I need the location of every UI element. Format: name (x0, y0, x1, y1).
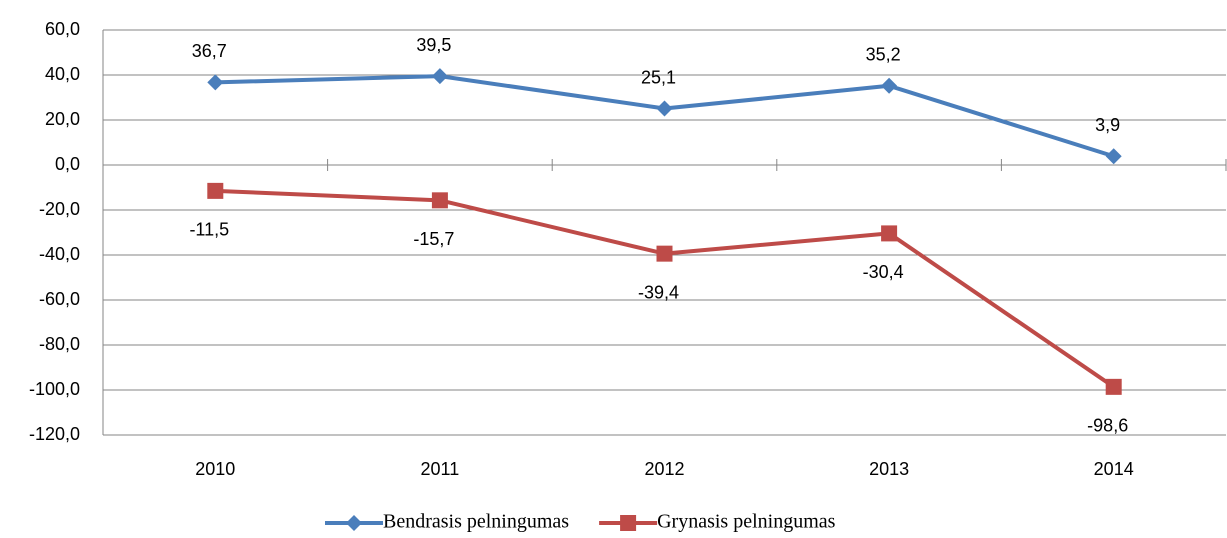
data-label: -39,4 (638, 282, 679, 302)
legend-marker (620, 515, 637, 531)
data-label: -98,6 (1087, 416, 1128, 436)
marker (1105, 378, 1122, 395)
marker (431, 192, 448, 209)
legend-label: Bendrasis pelningumas (383, 511, 569, 533)
marker (656, 100, 673, 117)
data-label: 36,7 (192, 41, 227, 61)
x-tick-label: 2011 (421, 459, 460, 479)
x-tick-label: 2010 (195, 459, 235, 479)
y-tick-label: -120,0 (29, 424, 80, 444)
marker (881, 225, 898, 242)
data-label: 35,2 (866, 45, 901, 65)
data-label: 25,1 (641, 67, 676, 87)
y-tick-label: -80,0 (39, 334, 80, 354)
data-label: -15,7 (413, 229, 454, 249)
y-tick-label: -40,0 (39, 244, 80, 264)
x-tick-label: 2013 (869, 459, 909, 479)
legend-label: Grynasis pelningumas (657, 511, 836, 533)
marker (881, 77, 898, 94)
y-tick-label: 20,0 (45, 109, 80, 129)
legend-marker (346, 515, 362, 531)
marker (207, 182, 224, 199)
data-label: 3,9 (1095, 115, 1120, 135)
y-tick-label: 0,0 (55, 154, 80, 174)
marker (431, 68, 448, 85)
marker (207, 74, 224, 91)
y-tick-label: -60,0 (39, 289, 80, 309)
data-label: -30,4 (863, 262, 904, 282)
data-label: -11,5 (189, 220, 229, 240)
x-tick-label: 2012 (644, 459, 684, 479)
y-tick-label: -100,0 (29, 379, 80, 399)
x-tick-label: 2014 (1094, 459, 1134, 479)
y-tick-label: 40,0 (45, 64, 80, 84)
y-tick-label: 60,0 (45, 19, 80, 39)
data-label: 39,5 (416, 35, 451, 55)
marker (656, 245, 673, 262)
marker (1105, 148, 1122, 165)
y-tick-label: -20,0 (39, 199, 80, 219)
